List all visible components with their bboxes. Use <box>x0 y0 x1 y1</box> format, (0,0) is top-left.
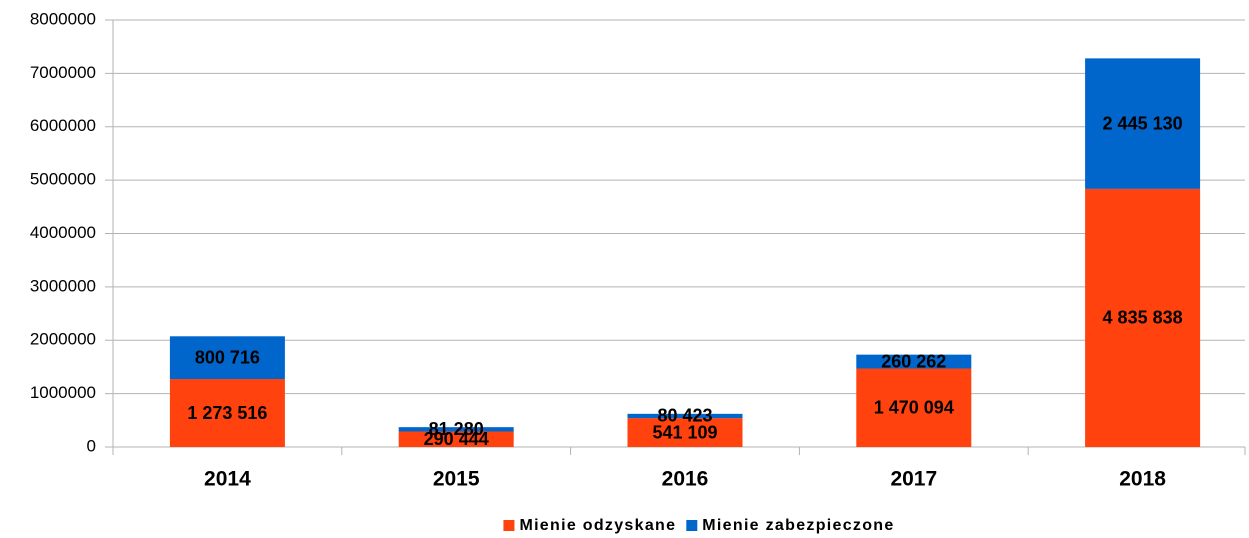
data-label: 4 835 838 <box>1103 308 1183 328</box>
data-label: 1 273 516 <box>187 403 267 423</box>
y-tick-label: 1000000 <box>30 383 96 402</box>
bar-segment <box>1085 188 1201 447</box>
data-label: 260 262 <box>881 351 946 371</box>
y-tick-label: 4000000 <box>30 223 96 242</box>
data-label: 80 423 <box>657 406 712 426</box>
legend-swatch <box>686 520 698 531</box>
y-tick-label: 6000000 <box>30 116 96 135</box>
data-label: 81 280 <box>429 419 484 439</box>
y-tick-label: 8000000 <box>30 9 96 28</box>
y-tick-label: 5000000 <box>30 170 96 189</box>
bar-segment <box>169 379 285 447</box>
legend-swatch <box>503 520 515 531</box>
bar-segment <box>627 413 743 419</box>
y-tick-label: 2000000 <box>30 330 96 349</box>
x-tick-label: 2016 <box>662 468 709 491</box>
bar-segment <box>1085 58 1201 189</box>
bar-segment <box>398 431 514 447</box>
x-tick-label: 2017 <box>890 468 937 491</box>
bar-segment <box>856 354 972 369</box>
legend-label: Mienie odzyskane <box>519 517 676 534</box>
legend-label: Mienie zabezpieczone <box>702 517 894 534</box>
bar-segment <box>398 427 514 432</box>
x-tick-label: 2015 <box>433 468 480 491</box>
data-label: 1 470 094 <box>874 398 954 418</box>
bar-segment <box>627 418 743 447</box>
x-tick-label: 2014 <box>204 468 251 491</box>
bar-segment <box>856 368 972 447</box>
y-tick-label: 7000000 <box>30 63 96 82</box>
data-label: 2 445 130 <box>1103 113 1183 133</box>
data-label: 541 109 <box>652 422 717 442</box>
data-label: 290 444 <box>424 429 489 449</box>
y-tick-label: 3000000 <box>30 276 96 295</box>
data-label: 800 716 <box>195 347 260 367</box>
bar-segment <box>169 336 285 380</box>
x-tick-label: 2018 <box>1119 468 1166 491</box>
y-tick-label: 0 <box>87 436 96 455</box>
